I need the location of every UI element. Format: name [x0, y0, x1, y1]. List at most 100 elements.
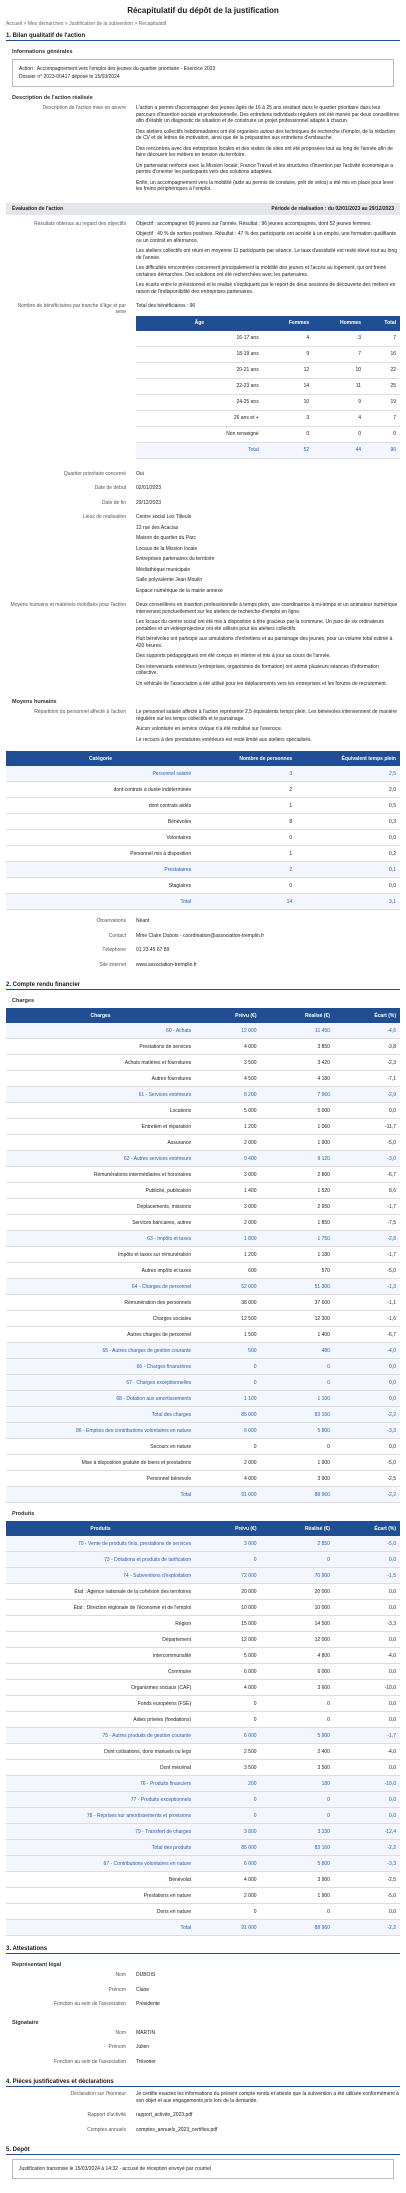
section: 3. Attestations Représentant légal Nom DUBO… — [6, 1946, 400, 2069]
table-cell: 5 800 — [260, 1422, 334, 1439]
table-row: 20-21 ans 12 10 22 — [136, 362, 400, 379]
field-text: Centre social Les Tilleuls — [136, 514, 192, 520]
field-text: MARTIN — [136, 2029, 156, 2036]
table-row: Prestations de services 4 000 3 850 -3,8 — [6, 1038, 400, 1055]
table-cell: 1 800 — [195, 1230, 261, 1247]
field-text: Le recours à des prestataires extérieurs… — [136, 736, 312, 743]
table-row: 76 - Produits financiers 200 180 -10,0 — [6, 1775, 400, 1792]
section: 5. Dépôt Justification transmise le 15/03… — [6, 2147, 400, 2179]
table-cell: 10 — [313, 362, 366, 379]
table-row: Autres fournitures 4 500 4 180 -7,1 — [6, 1070, 400, 1087]
table-cell: 20 000 — [260, 1583, 334, 1600]
field-text: www.association-tremplin.fr — [136, 961, 197, 968]
table-cell: Total — [6, 1486, 196, 1503]
table-cell: 4 — [262, 330, 314, 347]
table-cell: 0 — [260, 1551, 334, 1568]
table-cell: 52 — [262, 442, 314, 459]
field-text: Claire — [136, 1986, 150, 1993]
table-cell: 0 — [195, 1695, 261, 1712]
table-cell: Organismes sociaux (CAF) — [6, 1679, 196, 1696]
bar-detail: Période de réalisation : du 02/01/2023 a… — [271, 205, 394, 212]
table-row: 22-23 ans 14 11 25 — [136, 378, 400, 395]
table-cell: 0,0 — [333, 1358, 400, 1375]
field-text: Les écarts entre le prévisionnel et le r… — [136, 282, 396, 295]
field-row: Lieux de réalisation Centre social Les Ti… — [6, 514, 400, 598]
table-cell: -2,2 — [333, 1486, 400, 1503]
field-label: Date de début — [94, 485, 126, 491]
table-cell: 0,0 — [333, 1390, 400, 1407]
table-cell: Charges sociales — [6, 1310, 196, 1327]
table-cell: 85 000 — [195, 1839, 261, 1856]
table-cell: Aides privées (fondations) — [6, 1711, 196, 1728]
table-cell: 4 000 — [195, 1679, 261, 1696]
table-cell: 0,0 — [333, 1807, 400, 1824]
table-cell: 44 — [313, 442, 366, 459]
table-cell: 0,0 — [333, 1374, 400, 1391]
field-row: Contact Mme Claire Dubois - coordination@… — [6, 933, 400, 944]
table-cell: 37 600 — [260, 1294, 334, 1311]
table-cell: 9 120 — [260, 1150, 334, 1167]
field-text: Les locaux du centre social ont été mis … — [136, 619, 384, 632]
table-cell: 26 ans et + — [136, 410, 263, 427]
table-cell: Fonds européens (FSE) — [6, 1695, 196, 1712]
table-cell: 0,0 — [333, 1903, 400, 1920]
table-cell: 1 500 — [195, 1326, 261, 1343]
table-cell: 83 160 — [260, 1406, 334, 1423]
table-cell: Mise à disposition gratuite de biens et … — [6, 1454, 196, 1471]
table-cell: 65 - Autres charges de gestion courante — [6, 1342, 196, 1359]
table-row: Total des charges 85 000 83 160 -2,2 — [6, 1406, 400, 1423]
field-text: Des intervenants extérieurs (entreprises… — [136, 663, 379, 677]
table-row: Région 15 000 14 500 -3,3 — [6, 1615, 400, 1632]
table-cell: Déplacements, missions — [6, 1198, 196, 1215]
table-cell: État : Direction régionale de l'économie… — [6, 1599, 196, 1616]
table-head: Charges Prévu (€) Réalisé (€) Écart (%) — [6, 1008, 400, 1023]
field-label: Quartier prioritaire concerné — [63, 470, 126, 477]
column-header: Hommes — [313, 315, 366, 331]
table-cell: Personnel bénévole — [6, 1470, 196, 1487]
table-cell: 2 850 — [260, 1536, 334, 1552]
table-cell: 76 - Produits financiers — [6, 1775, 196, 1792]
table-cell: 20-21 ans — [136, 362, 263, 379]
table-cell: 8 200 — [195, 1086, 261, 1103]
table-row: 78 - Reprises sur amortissements et prov… — [6, 1807, 400, 1824]
table-cell: Bénévolat — [6, 1871, 196, 1888]
field-text: Présidente — [136, 2001, 160, 2007]
table-cell: Impôts et taxes sur rémunération — [6, 1246, 196, 1263]
table-cell: 0,0 — [333, 1583, 400, 1600]
table-row: Assurance 2 000 1 900 -5,0 — [6, 1134, 400, 1151]
table-cell: 1 900 — [260, 1454, 334, 1471]
table-cell: 75 - Autres produits de gestion courante — [6, 1727, 196, 1744]
table-row: 68 - Dotation aux amortissements 1 100 1 1… — [6, 1390, 400, 1407]
table-head: Produits Prévu (€) Réalisé (€) Écart (%) — [6, 1521, 400, 1536]
table-cell: 1 — [195, 797, 297, 814]
table-cell: 7 — [313, 346, 366, 363]
table-cell: 12 — [262, 362, 314, 379]
field-label: Contact — [108, 932, 126, 939]
table-cell: 500 — [195, 1342, 261, 1359]
bar-title: Évaluation de l'action — [12, 205, 64, 212]
table-cell: -3,3 — [333, 1422, 400, 1439]
table-cell: 9 — [313, 394, 366, 411]
table-cell: 2 950 — [260, 1198, 334, 1215]
field-text: Un partenariat renforcé avec la Mission … — [136, 162, 394, 176]
table-cell: 0,0 — [333, 1791, 400, 1808]
table-cell: 66 - Charges financières — [6, 1358, 196, 1375]
section-title: 2. Compte rendu financier — [6, 982, 400, 990]
table-row: 67 - Charges exceptionnelles 0 0 0,0 — [6, 1374, 400, 1391]
field-label: Lieux de réalisation — [82, 514, 126, 520]
table-row: État : Direction régionale de l'économie… — [6, 1599, 400, 1616]
table-cell: Rémunération des personnels — [6, 1294, 196, 1311]
table-row: Intercommunalité 5 000 4 800 -4,0 — [6, 1647, 400, 1664]
table-cell: 72 000 — [195, 1567, 261, 1584]
page-title: Récapitulatif du dépôt de la justificati… — [127, 6, 279, 15]
table-cell: 0 — [365, 426, 400, 443]
field-text: Objectif : 40 % de sorties positives. Ré… — [136, 231, 397, 244]
table-cell: 3,1 — [296, 893, 400, 910]
table-row: Stagiaires 0 0,0 — [6, 877, 400, 894]
table-cell: 3 800 — [195, 1823, 261, 1840]
table-cell: 6 000 — [195, 1727, 261, 1744]
table-cell: 0,5 — [296, 797, 400, 814]
table-cell: 10 — [262, 394, 314, 411]
table-cell: 3 500 — [195, 1759, 261, 1776]
